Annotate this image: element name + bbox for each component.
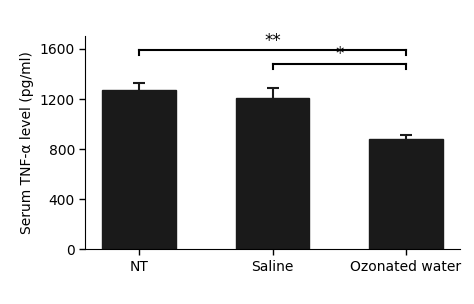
Bar: [102, 90, 176, 249]
Bar: [369, 139, 443, 249]
Text: *: *: [335, 45, 344, 64]
Bar: [236, 98, 309, 249]
Y-axis label: Serum TNF-α level (pg/ml): Serum TNF-α level (pg/ml): [20, 51, 34, 234]
Text: **: **: [264, 32, 281, 50]
